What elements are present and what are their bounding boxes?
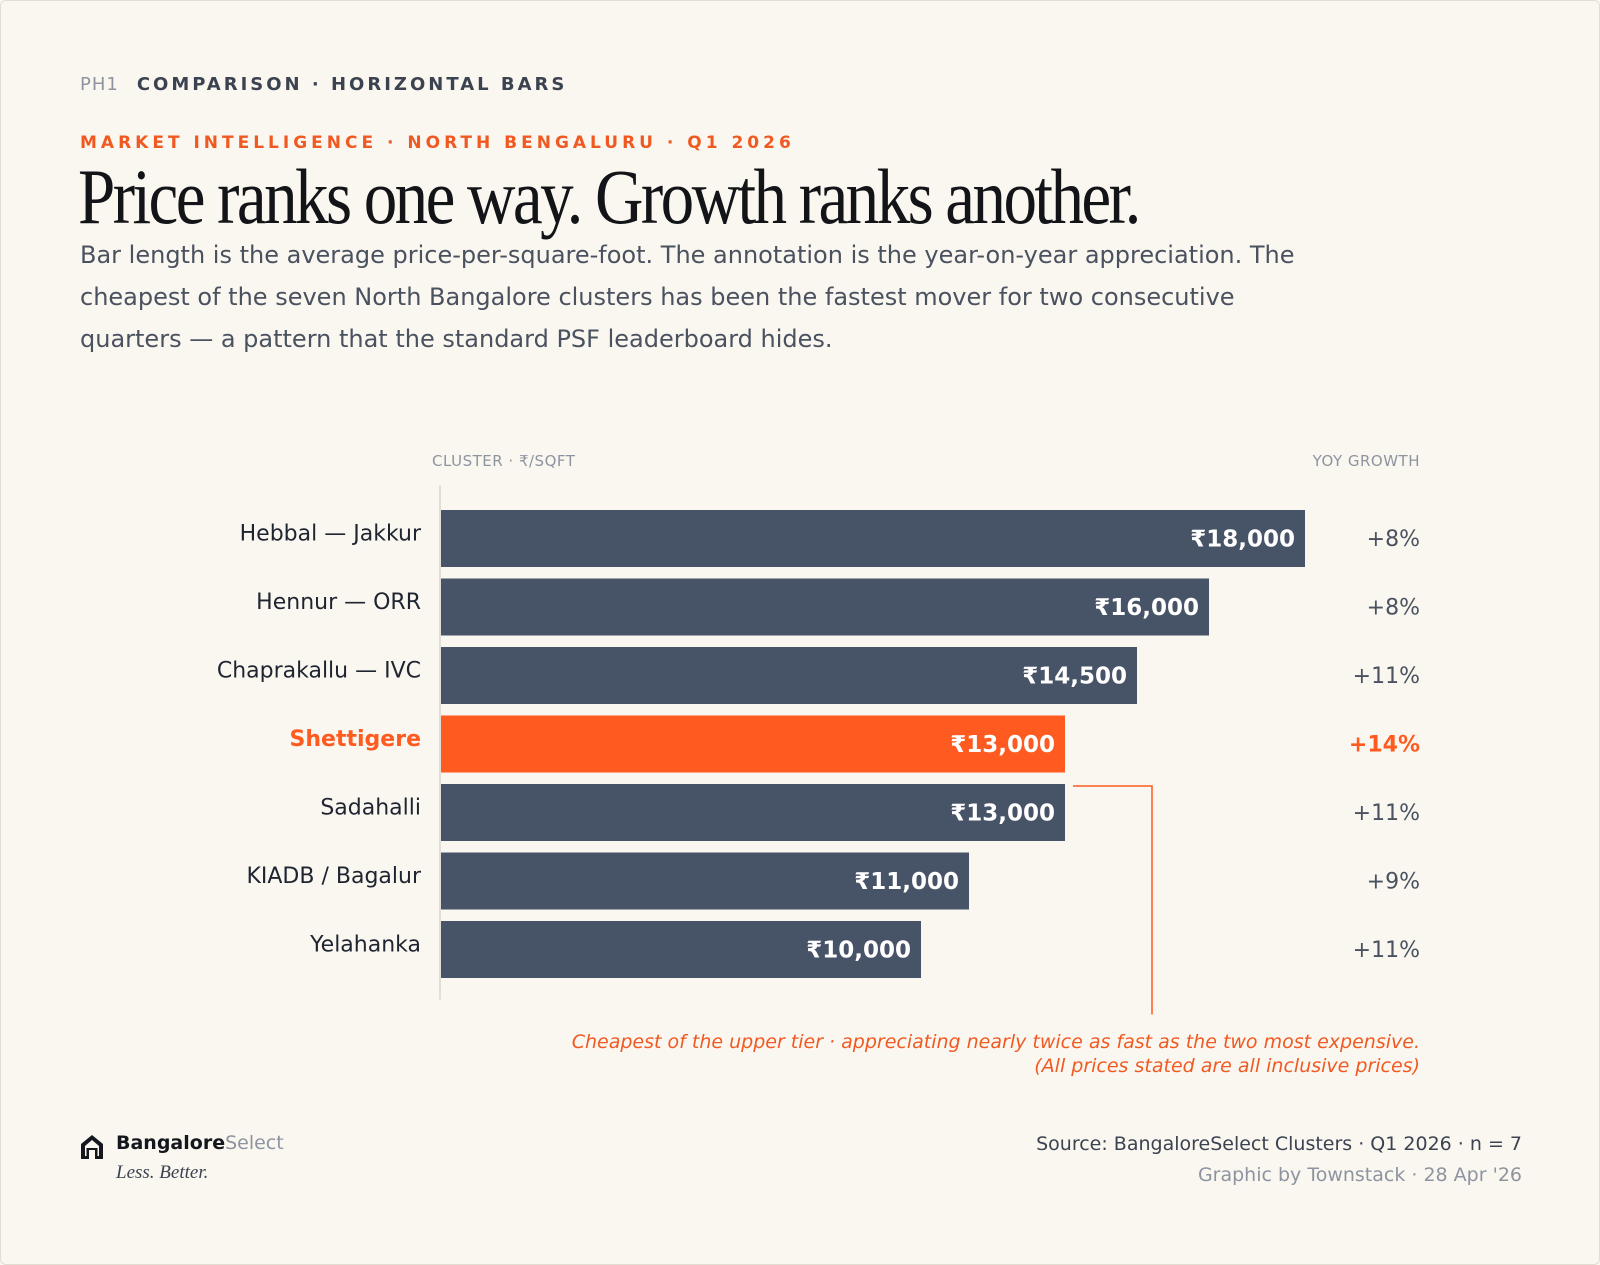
value-label: ₹13,000 [950, 801, 1055, 827]
yoy-growth-label: +9% [1367, 870, 1420, 895]
value-label: ₹10,000 [806, 938, 911, 964]
eyebrow: MARKET INTELLIGENCE · NORTH BENGALURU · … [80, 133, 795, 153]
category-label: Chaprakallu — IVC [217, 659, 421, 684]
section-code: PH1 [80, 74, 119, 95]
section-label: COMPARISON · HORIZONTAL BARS [136, 74, 568, 95]
growth-column-label: YOY GROWTH [1312, 452, 1420, 470]
category-label: Hennur — ORR [256, 590, 421, 615]
brand-name: BangaloreSelect [116, 1132, 284, 1154]
annotation-line-2: (All prices stated are all inclusive pri… [1034, 1055, 1420, 1077]
category-label: Hebbal — Jakkur [240, 522, 422, 547]
yoy-growth-label: +8% [1367, 527, 1420, 552]
yoy-growth-label: +14% [1349, 733, 1420, 758]
bar [441, 510, 1305, 567]
house-icon [81, 1135, 103, 1159]
brand-name-bold: Bangalore [116, 1132, 226, 1154]
subtitle: Bar length is the average price-per-squa… [80, 241, 1295, 353]
bar [441, 715, 1065, 773]
source-note: Source: BangaloreSelect Clusters · Q1 20… [1036, 1133, 1522, 1155]
annotation-line-1: Cheapest of the upper tier · appreciatin… [571, 1031, 1420, 1053]
highlight-annotation: Cheapest of the upper tier · appreciatin… [572, 1030, 1420, 1078]
bar [441, 852, 969, 910]
category-label: KIADB / Bagalur [246, 864, 421, 889]
yoy-growth-label: +11% [1353, 938, 1420, 963]
value-label: ₹11,000 [854, 869, 959, 895]
category-label: Sadahalli [320, 796, 421, 821]
credit-note: Graphic by Townstack · 28 Apr '26 [1197, 1164, 1522, 1186]
category-label: Yelahanka [309, 933, 421, 958]
value-label: ₹14,500 [1022, 664, 1127, 690]
yoy-growth-label: +8% [1367, 596, 1420, 621]
value-label: ₹18,000 [1190, 527, 1295, 553]
bar [441, 921, 921, 978]
brand-tagline: Less. Better. [116, 1162, 209, 1183]
bar [441, 784, 1065, 841]
brand-name-light: Select [225, 1132, 284, 1154]
value-label: ₹13,000 [950, 732, 1055, 758]
category-label: Shettigere [290, 727, 421, 752]
page-title: Price ranks one way. Growth ranks anothe… [78, 153, 1141, 240]
yoy-growth-label: +11% [1353, 664, 1420, 689]
callout-bracket [1073, 785, 1153, 1015]
section-header: PH1 COMPARISON · HORIZONTAL BARS [80, 74, 567, 95]
value-label: ₹16,000 [1094, 595, 1199, 621]
bar [441, 647, 1137, 704]
yoy-growth-label: +11% [1353, 801, 1420, 826]
bar [441, 578, 1209, 636]
category-axis-label: CLUSTER · ₹/SQFT [432, 452, 576, 470]
